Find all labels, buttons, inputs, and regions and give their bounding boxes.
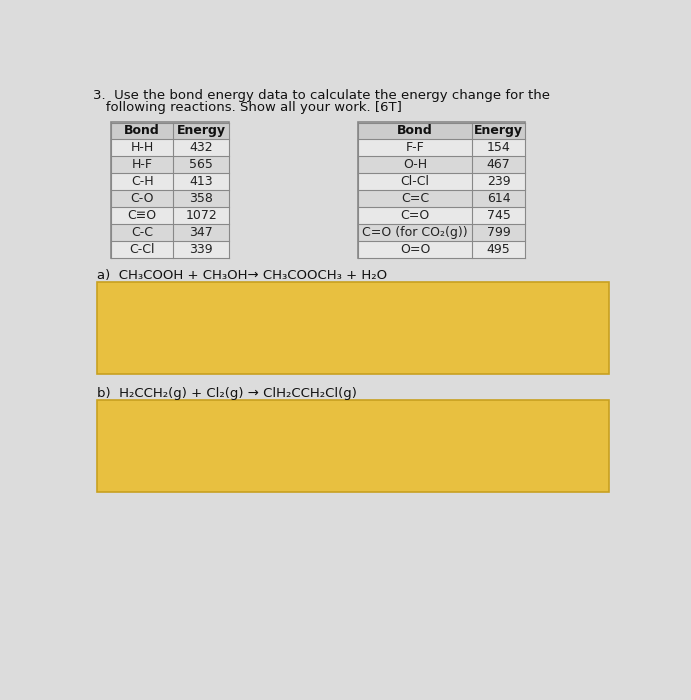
Text: Energy: Energy <box>474 125 523 137</box>
Text: H-F: H-F <box>132 158 153 172</box>
Text: a)  CH₃COOH + CH₃OH→ CH₃COOCH₃ + H₂O: a) CH₃COOH + CH₃OH→ CH₃COOCH₃ + H₂O <box>97 269 388 282</box>
Text: H-H: H-H <box>131 141 154 155</box>
Text: 745: 745 <box>486 209 511 222</box>
Bar <box>358 174 525 190</box>
Bar <box>358 241 525 258</box>
Text: O=O: O=O <box>400 243 430 256</box>
Text: 3.  Use the bond energy data to calculate the energy change for the: 3. Use the bond energy data to calculate… <box>93 89 549 102</box>
Bar <box>111 224 229 241</box>
Text: C=O: C=O <box>400 209 430 222</box>
Text: 565: 565 <box>189 158 213 172</box>
Text: 154: 154 <box>486 141 511 155</box>
Bar <box>358 190 525 207</box>
Text: 239: 239 <box>487 175 511 188</box>
Bar <box>358 207 525 224</box>
Bar <box>358 224 525 241</box>
Text: following reactions. Show all your work. [6T]: following reactions. Show all your work.… <box>93 101 401 114</box>
Text: C=C: C=C <box>401 193 429 205</box>
Text: C=O (for CO₂(g)): C=O (for CO₂(g)) <box>362 226 468 239</box>
Text: Bond: Bond <box>397 125 433 137</box>
Bar <box>111 207 229 224</box>
Bar <box>111 122 229 258</box>
Bar <box>111 174 229 190</box>
Text: 413: 413 <box>189 175 213 188</box>
Bar <box>97 282 609 374</box>
Text: C-Cl: C-Cl <box>129 243 155 256</box>
Text: b)  H₂CCH₂(g) + Cl₂(g) → ClH₂CCH₂Cl(g): b) H₂CCH₂(g) + Cl₂(g) → ClH₂CCH₂Cl(g) <box>97 386 357 400</box>
Text: 432: 432 <box>189 141 213 155</box>
Text: 495: 495 <box>486 243 511 256</box>
Bar <box>111 139 229 156</box>
Text: 614: 614 <box>487 193 511 205</box>
Text: F-F: F-F <box>406 141 424 155</box>
Bar <box>111 241 229 258</box>
Text: O-H: O-H <box>403 158 427 172</box>
Bar <box>358 139 525 156</box>
Text: C-C: C-C <box>131 226 153 239</box>
Bar <box>358 122 525 258</box>
Bar <box>111 156 229 174</box>
Bar <box>97 400 609 492</box>
Text: 358: 358 <box>189 193 213 205</box>
Bar <box>358 156 525 174</box>
Text: C≡O: C≡O <box>128 209 157 222</box>
Text: C-O: C-O <box>131 193 154 205</box>
Text: 339: 339 <box>189 243 213 256</box>
Text: Energy: Energy <box>177 125 225 137</box>
Text: 347: 347 <box>189 226 213 239</box>
Bar <box>358 122 525 139</box>
Bar <box>111 122 229 139</box>
Text: 467: 467 <box>486 158 511 172</box>
Text: Bond: Bond <box>124 125 160 137</box>
Text: 799: 799 <box>486 226 511 239</box>
Text: Cl-Cl: Cl-Cl <box>401 175 430 188</box>
Bar <box>111 190 229 207</box>
Text: 1072: 1072 <box>185 209 217 222</box>
Text: C-H: C-H <box>131 175 153 188</box>
